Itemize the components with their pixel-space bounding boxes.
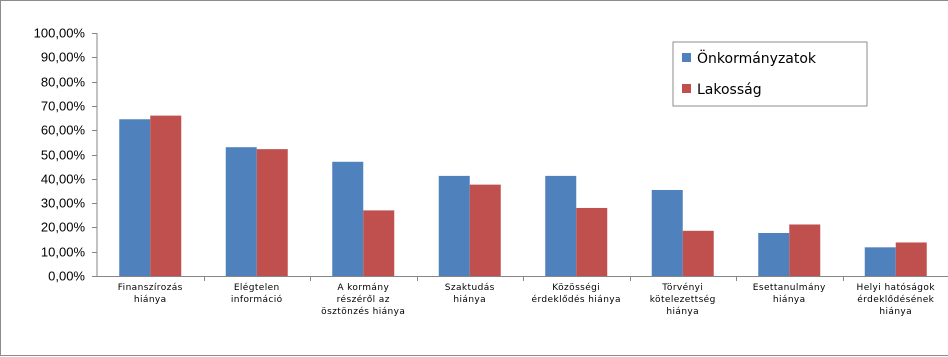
y-tick-label: 50,00% — [41, 148, 86, 163]
x-tick-label: Közösségi érdeklődés hiánya — [532, 282, 621, 305]
bar-onkormanyzatok — [119, 119, 151, 276]
x-tick-label: Törvényi kötelezettség hiánya — [650, 282, 716, 317]
legend-label-lakossag: Lakosság — [697, 82, 762, 98]
x-tick-label: Esettanulmány hiánya — [753, 283, 826, 305]
x-tick-label: Finanszírozás hiánya — [118, 283, 183, 305]
bar-onkormanyzatok — [864, 247, 896, 276]
bar-onkormanyzatok — [332, 161, 364, 276]
bar-lakossag — [682, 230, 714, 276]
bar-lakossag — [469, 184, 501, 276]
legend-box — [672, 41, 868, 107]
bar-lakossag — [363, 210, 395, 276]
y-tick-label: 100,00% — [34, 26, 86, 41]
bar-lakossag — [895, 242, 927, 276]
bar-lakossag — [789, 224, 821, 276]
y-tick-label: 0,00% — [48, 269, 85, 284]
x-tick-label: Elégtelen információ — [231, 282, 283, 305]
y-tick-label: 20,00% — [41, 220, 86, 235]
bar-onkormanyzatok — [758, 232, 790, 276]
y-tick-label: 30,00% — [41, 196, 86, 211]
legend-swatch-lakossag — [682, 84, 691, 93]
legend: Önkormányzatok Lakosság — [672, 41, 868, 107]
bar-onkormanyzatok — [438, 175, 470, 276]
y-tick-label: 10,00% — [41, 245, 86, 260]
bar-onkormanyzatok — [545, 175, 577, 276]
bar-lakossag — [150, 115, 182, 277]
y-tick-label: 60,00% — [41, 123, 86, 138]
y-tick-label: 40,00% — [41, 172, 86, 187]
legend-swatch-onkormanyzatok — [682, 53, 691, 62]
y-tick-label: 70,00% — [41, 99, 86, 114]
bar-onkormanyzatok — [651, 189, 683, 276]
x-tick-label: Helyi hatóságok érdeklődésének hiánya — [857, 282, 936, 317]
y-axis: 0,00% 10,00% 20,00% 30,00% 40,00% 50,00% 60,00… — [34, 26, 98, 284]
x-tick-label: A kormány részéről az ösztönzés hiánya — [321, 283, 405, 317]
bar-lakossag — [256, 149, 288, 276]
y-tick-label: 90,00% — [41, 50, 86, 65]
x-axis: Finanszírozás hiánya Elégtelen információ A … — [97, 276, 948, 317]
bar-onkormanyzatok — [225, 147, 257, 276]
bar-lakossag — [576, 207, 608, 276]
legend-label-onkormanyzatok: Önkormányzatok — [697, 49, 817, 67]
x-tick-label: Szaktudás hiánya — [445, 283, 495, 305]
y-tick-label: 80,00% — [41, 75, 86, 90]
bars — [119, 115, 927, 277]
